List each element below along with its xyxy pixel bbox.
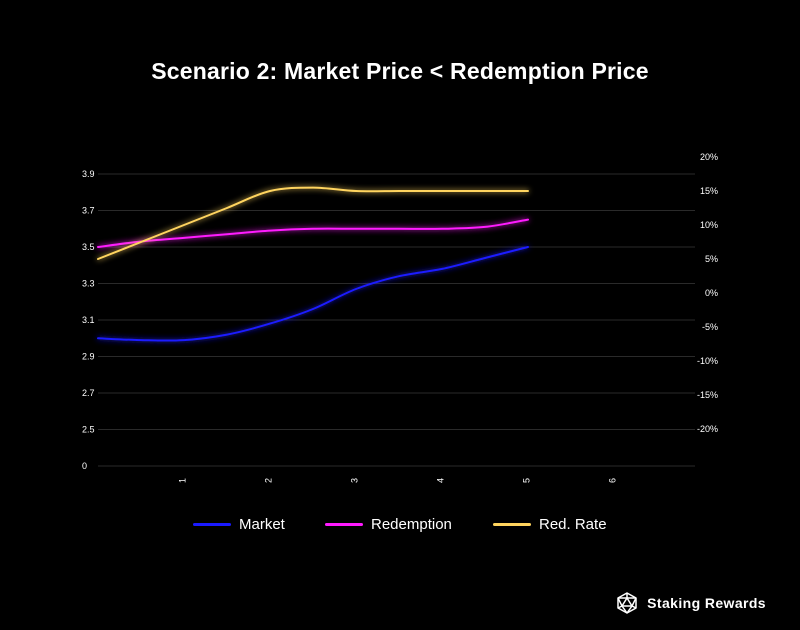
series-line-red-rate [97, 186, 529, 260]
legend-swatch-market [193, 523, 231, 526]
left-tick-label: 3.3 [82, 279, 95, 289]
x-tick-label: 1 [177, 478, 187, 483]
left-tick-label: 2.5 [82, 425, 95, 435]
x-axis: 1 2 3 4 5 6 [177, 478, 617, 483]
x-tick-label: 5 [521, 478, 531, 483]
left-tick-label: 2.7 [82, 388, 95, 398]
left-tick-label: 3.1 [82, 315, 95, 325]
right-tick-label: 10% [700, 220, 718, 230]
x-tick-label: 6 [607, 478, 617, 483]
legend-swatch-redemption [325, 523, 363, 526]
right-tick-label: 15% [700, 186, 718, 196]
right-tick-label: -5% [702, 322, 718, 332]
legend-label-red-rate: Red. Rate [539, 516, 607, 533]
left-tick-label: 3.9 [82, 169, 95, 179]
left-tick-label: 0 [82, 461, 87, 471]
series-line-market [97, 246, 529, 342]
left-tick-label: 2.9 [82, 352, 95, 362]
x-tick-label: 3 [349, 478, 359, 483]
legend-swatch-red-rate [493, 523, 531, 526]
right-tick-label: 20% [700, 152, 718, 162]
legend-label-market: Market [239, 516, 285, 533]
left-axis: 0 2.5 2.7 2.9 3.1 3.3 3.5 3.7 3.9 [82, 169, 95, 471]
right-tick-label: 5% [705, 254, 718, 264]
right-tick-label: -20% [697, 424, 718, 434]
right-tick-label: -10% [697, 356, 718, 366]
legend-item-red-rate[interactable]: Red. Rate [493, 516, 607, 533]
x-tick-label: 4 [435, 478, 445, 483]
legend-item-redemption[interactable]: Redemption [325, 516, 452, 533]
chart-title: Scenario 2: Market Price < Redemption Pr… [151, 58, 649, 84]
polyhedron-logo-icon [617, 592, 637, 614]
left-tick-label: 3.7 [82, 206, 95, 216]
right-axis: -20% -15% -10% -5% 0% 5% 10% 15% 20% [697, 152, 718, 434]
right-tick-label: 0% [705, 288, 718, 298]
gridlines [98, 173, 695, 467]
brand[interactable]: Staking Rewards [616, 592, 766, 614]
legend-label-redemption: Redemption [371, 516, 452, 533]
x-tick-label: 2 [263, 478, 273, 483]
series-lines [97, 186, 529, 342]
legend-item-market[interactable]: Market [193, 516, 285, 533]
right-tick-label: -15% [697, 390, 718, 400]
left-tick-label: 3.5 [82, 242, 95, 252]
series-line-redemption [97, 218, 529, 248]
brand-name: Staking Rewards [647, 595, 766, 611]
